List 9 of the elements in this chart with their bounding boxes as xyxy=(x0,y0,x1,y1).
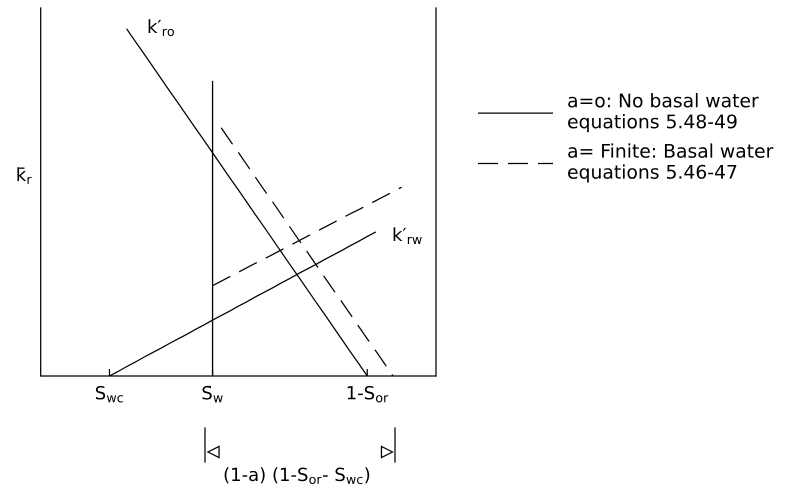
x-tick-label: S$_{wc}$ xyxy=(96,386,123,402)
legend-label: a=o: No basal water equations 5.48-49 xyxy=(568,93,759,132)
text: (1-a) (1-S$_{or}$- S$_{wc}$) xyxy=(224,467,370,484)
legend-label: a= Finite: Basal water equations 5.46-47 xyxy=(568,143,774,183)
annotation: k′$_{rw}$ xyxy=(394,227,422,244)
x-tick-label: 1-S$_{or}$ xyxy=(348,386,388,402)
y-axis-title: k̄$_{r}$ xyxy=(17,167,32,184)
annotation: k′$_{ro}$ xyxy=(148,19,174,36)
x-tick-label: S̄$_{w}$ xyxy=(202,386,223,402)
